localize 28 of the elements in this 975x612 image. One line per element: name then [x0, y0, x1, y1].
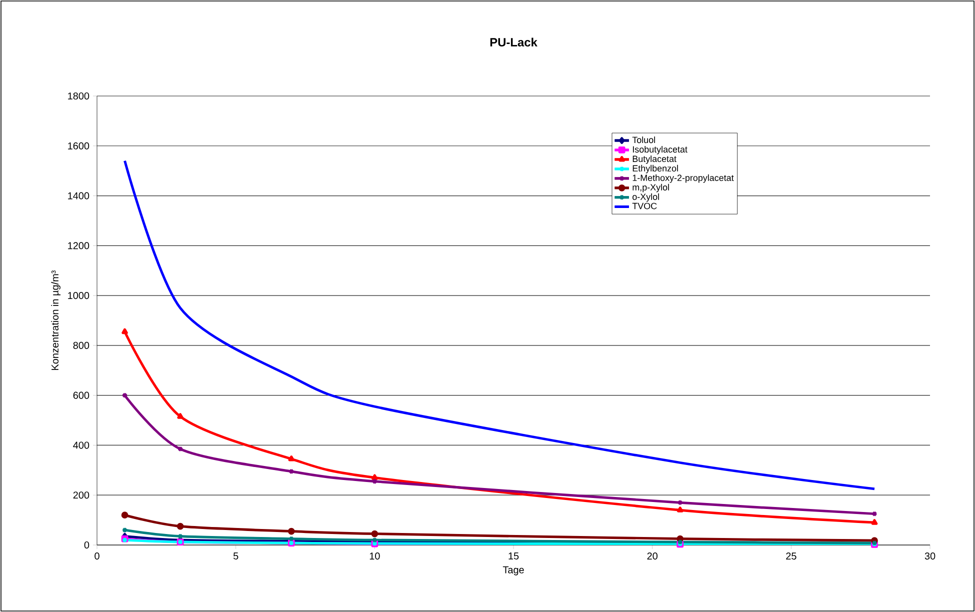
x-tick-label: 0 [94, 552, 100, 560]
x-tick-label: 5 [233, 552, 238, 560]
x-axis-title: Tage [502, 566, 524, 576]
x-tick-label: 25 [786, 552, 796, 560]
y-tick-label: 800 [73, 342, 90, 349]
y-axis-title: Konzentration in µg/m³ [51, 270, 60, 370]
legend-label: m,p-Xylol [632, 184, 669, 192]
y-tick-label: 600 [73, 392, 90, 399]
x-tick-label: 10 [370, 552, 380, 560]
y-tick-label: 400 [73, 442, 90, 449]
legend-label: 1-Methoxy-2-propylacetat [632, 174, 734, 183]
x-tick-label: 15 [508, 552, 519, 560]
y-tick-label: 1200 [68, 242, 90, 250]
legend-label: Butylacetat [632, 155, 676, 164]
x-tick-label: 30 [924, 552, 936, 560]
legend-label: Toluol [632, 136, 655, 144]
x-tick-label: 20 [647, 552, 658, 560]
y-tick-label: 1000 [68, 292, 90, 300]
y-tick-label: 1600 [68, 142, 90, 150]
legend-label: o-Xylol [632, 193, 659, 202]
y-tick-label: 200 [73, 492, 90, 499]
chart-title: PU-Lack [490, 38, 538, 46]
legend-label: TVOC [632, 202, 657, 210]
y-tick-label: 0 [84, 541, 90, 549]
y-tick-label: 1800 [68, 92, 90, 100]
legend-label: Ethylbenzol [632, 164, 678, 174]
legend-label: Isobutylacetat [632, 146, 688, 154]
y-tick-label: 1400 [68, 192, 90, 200]
